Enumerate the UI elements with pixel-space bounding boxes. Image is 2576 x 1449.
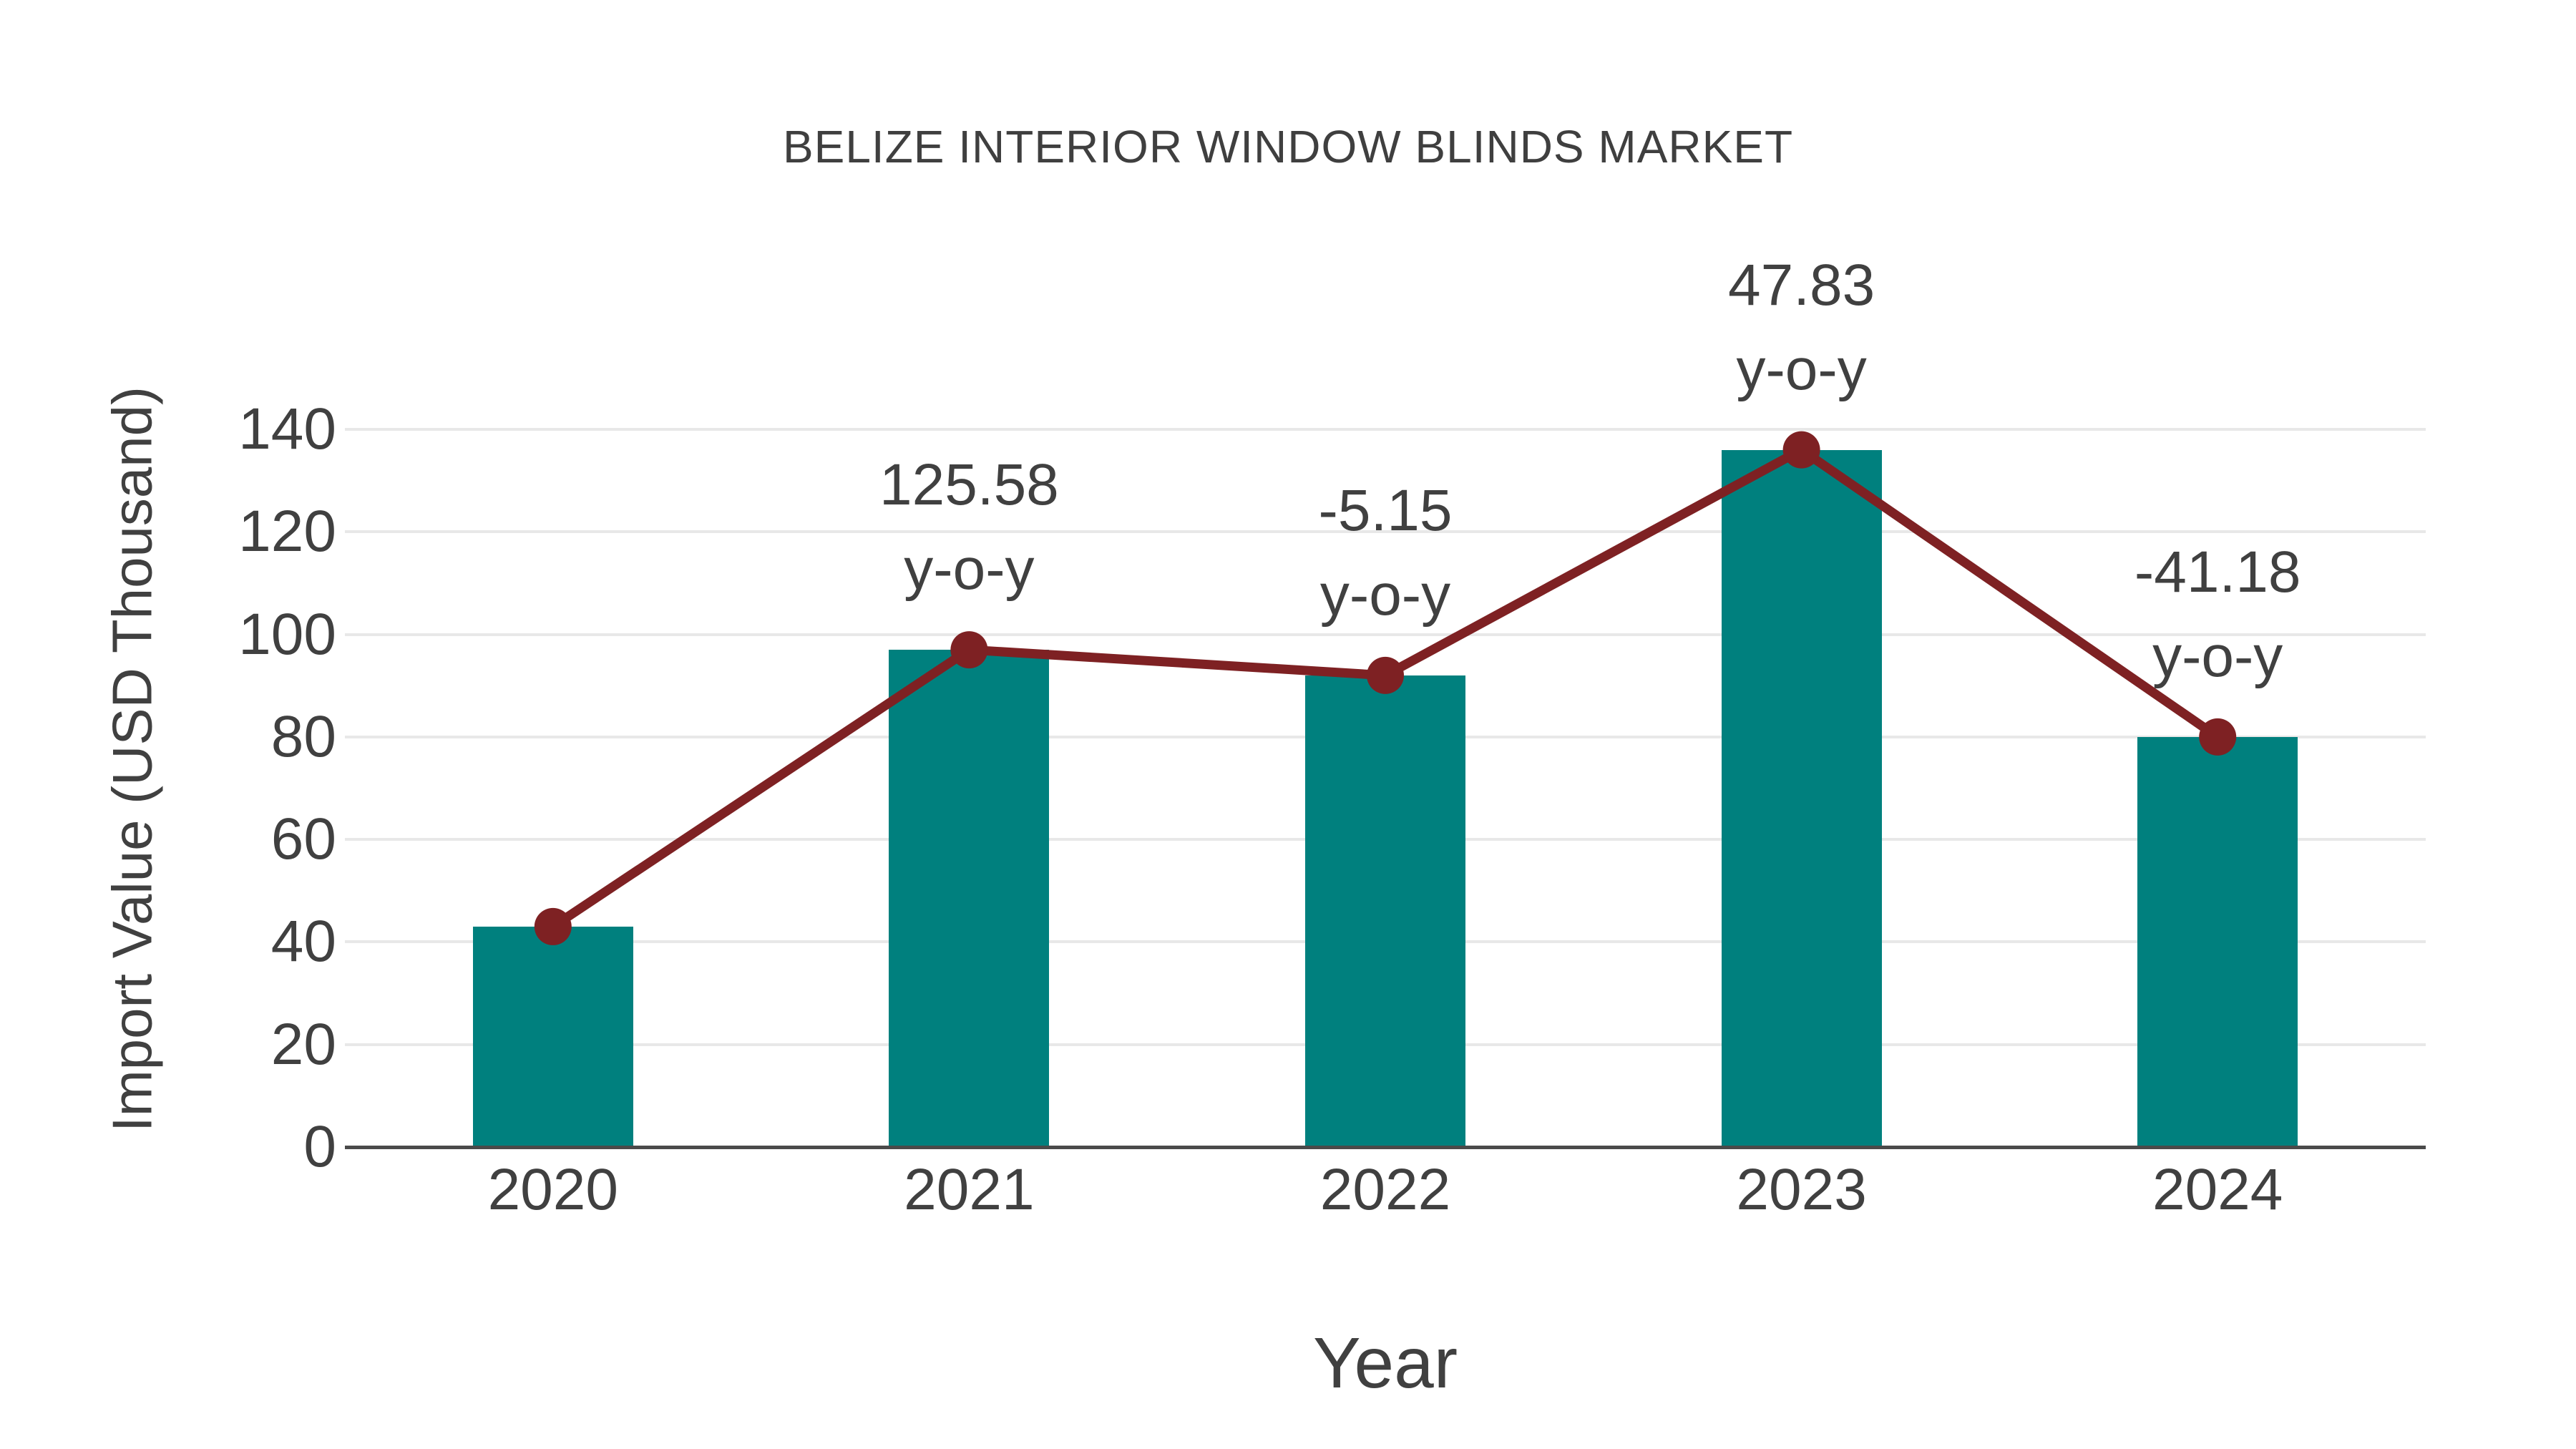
y-tick-label: 60: [270, 806, 336, 872]
y-axis-title: Import Value (USD Thousand): [100, 386, 164, 1132]
yoy-annotation-2023: 47.83 y-o-y: [1727, 252, 1875, 402]
y-tick-label: 140: [238, 396, 336, 462]
gridline: [345, 428, 2426, 431]
chart-title: BELIZE INTERIOR WINDOW BLINDS MARKET: [782, 121, 1794, 172]
x-tick-label-2022: 2022: [1319, 1157, 1451, 1222]
x-tick-label-2020: 2020: [487, 1157, 618, 1222]
yoy-annotation-2022: -5.15 y-o-y: [1318, 477, 1453, 628]
y-tick-label: 80: [270, 703, 336, 769]
y-tick-label: 100: [238, 601, 336, 667]
x-axis-title: Year: [1312, 1323, 1458, 1403]
y-tick-label: 20: [270, 1011, 336, 1077]
yoy-annotation-2024: -41.18 y-o-y: [2134, 539, 2301, 689]
bar-2021: [889, 650, 1050, 1147]
x-tick-label-2024: 2024: [2152, 1157, 2283, 1222]
x-axis-line: [345, 1146, 2426, 1149]
bar-2022: [1305, 675, 1465, 1147]
y-tick-label: 0: [303, 1114, 336, 1179]
bar-2023: [1721, 449, 1882, 1147]
bar-2024: [2137, 736, 2298, 1147]
y-tick-label: 120: [238, 499, 336, 565]
y-tick-label: 40: [270, 909, 336, 975]
x-tick-label-2023: 2023: [1736, 1157, 1867, 1222]
bar-2020: [472, 926, 633, 1147]
x-tick-label-2021: 2021: [904, 1157, 1035, 1222]
